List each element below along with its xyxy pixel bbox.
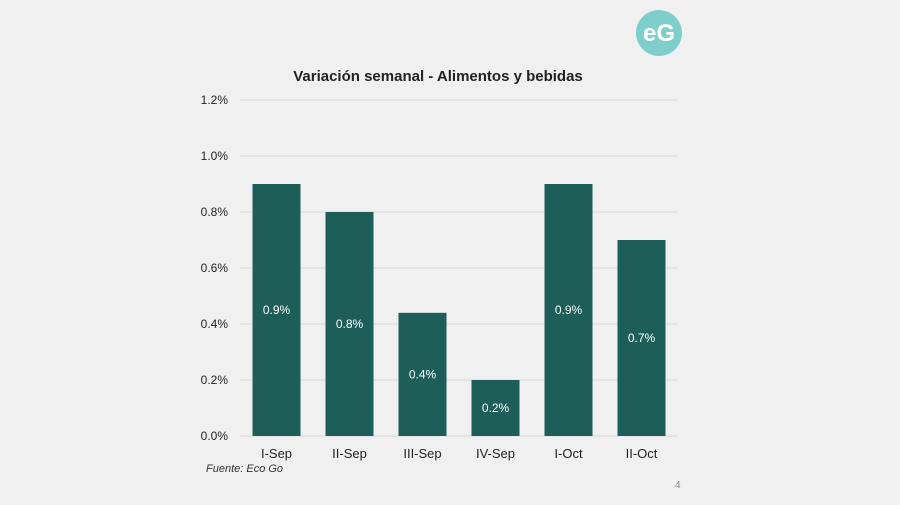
y-axis-tick-labels: 0.0% 0.2% 0.4% 0.6% 0.8% 1.0% 1.2%	[201, 93, 229, 443]
logo-text: eG	[643, 20, 675, 47]
bar-ii-sep	[325, 212, 374, 436]
x-category-label: II-Sep	[332, 446, 367, 461]
data-label: 0.8%	[336, 317, 364, 331]
x-category-label: II-Oct	[626, 446, 658, 461]
eco-go-logo: eG	[636, 10, 682, 56]
bar-iv-sep	[471, 380, 520, 436]
page-number: 4	[675, 480, 681, 491]
bars: 0.9% 0.8% 0.4% 0.2% 0.9% 0.7%	[252, 184, 666, 436]
data-label: 0.9%	[555, 303, 583, 317]
y-tick-label: 1.0%	[201, 149, 229, 163]
y-tick-label: 0.8%	[201, 205, 229, 219]
bar-i-oct	[544, 184, 593, 436]
x-axis-category-labels: I-Sep II-Sep III-Sep IV-Sep I-Oct II-Oct	[261, 446, 658, 461]
y-tick-label: 0.6%	[201, 261, 229, 275]
source-note: Fuente: Eco Go	[206, 463, 284, 475]
chart-title: Variación semanal - Alimentos y bebidas	[293, 68, 583, 85]
y-tick-label: 0.0%	[201, 429, 229, 443]
data-label: 0.9%	[263, 303, 291, 317]
x-category-label: III-Sep	[403, 446, 441, 461]
y-tick-label: 0.2%	[201, 373, 229, 387]
x-category-label: IV-Sep	[476, 446, 515, 461]
y-tick-label: 1.2%	[201, 93, 229, 107]
x-category-label: I-Sep	[261, 446, 292, 461]
gridlines	[240, 99, 678, 437]
data-label: 0.4%	[409, 367, 437, 381]
bar-i-sep	[252, 184, 301, 436]
bar-ii-oct	[617, 240, 666, 436]
data-label: 0.7%	[628, 331, 656, 345]
y-tick-label: 0.4%	[201, 317, 229, 331]
bar-iii-sep	[398, 312, 447, 436]
data-label: 0.2%	[482, 401, 510, 415]
x-category-label: I-Oct	[554, 446, 583, 461]
